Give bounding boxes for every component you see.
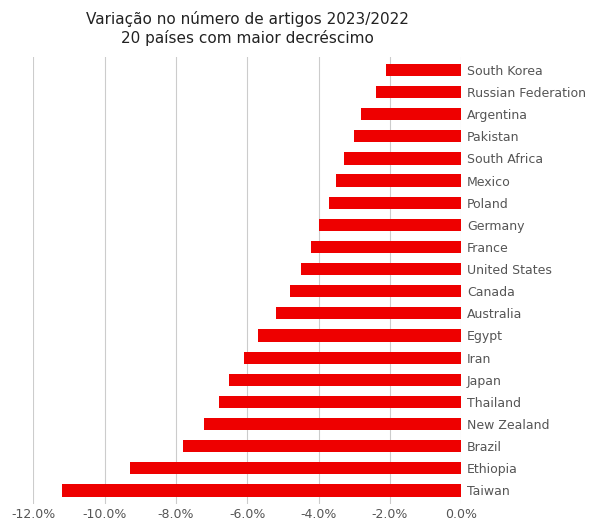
Bar — [337, 174, 461, 187]
Bar — [205, 418, 461, 430]
Bar — [354, 130, 461, 143]
Bar — [244, 352, 461, 364]
Bar — [290, 285, 461, 297]
Title: Variação no número de artigos 2023/2022
20 países com maior decréscimo: Variação no número de artigos 2023/2022 … — [86, 11, 409, 46]
Bar — [276, 307, 461, 319]
Bar — [229, 373, 461, 386]
Bar — [361, 108, 461, 120]
Bar — [344, 152, 461, 164]
Bar — [183, 440, 461, 452]
Bar — [376, 86, 461, 98]
Bar — [330, 197, 461, 209]
Bar — [61, 484, 461, 496]
Bar — [319, 219, 461, 231]
Bar — [219, 396, 461, 408]
Bar — [130, 462, 461, 475]
Bar — [258, 329, 461, 342]
Bar — [312, 241, 461, 253]
Bar — [386, 64, 461, 76]
Bar — [301, 263, 461, 275]
